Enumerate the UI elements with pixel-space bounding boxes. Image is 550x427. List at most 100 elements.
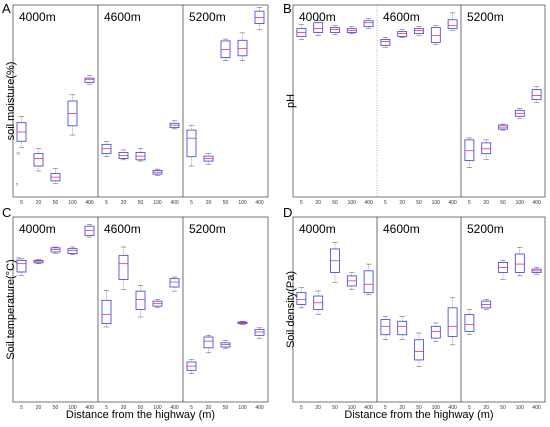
x-axis-label: Distance from the highway (m)	[66, 409, 215, 421]
box-iqr	[414, 339, 424, 361]
box-iqr	[313, 22, 324, 33]
group-label: 4600m	[383, 10, 420, 24]
box-iqr	[397, 31, 408, 37]
box-5200m-20	[203, 153, 214, 165]
group-label: 4000m	[19, 222, 56, 236]
box-4600m-100	[430, 322, 441, 342]
box-4600m-100	[430, 25, 441, 45]
box-iqr	[50, 247, 61, 253]
y-axis-label: Soil temperature(°C)	[5, 259, 17, 359]
box-4000m-50	[330, 25, 340, 35]
box-iqr	[514, 253, 525, 273]
box-4600m-20	[397, 315, 408, 341]
group-label: 5200m	[189, 222, 226, 236]
box-iqr	[330, 27, 340, 33]
x-tick-label: 100	[153, 405, 162, 411]
box-iqr	[118, 254, 129, 280]
x-tick-label: 50	[53, 200, 59, 206]
box-4600m-50	[414, 26, 424, 36]
x-tick-label: 20	[121, 405, 127, 411]
box-iqr	[101, 299, 112, 325]
box-4000m-100	[346, 26, 357, 34]
x-tick-label: 20	[399, 200, 405, 206]
x-tick-label: 20	[36, 405, 42, 411]
x-tick-label: 50	[416, 405, 422, 411]
x-tick-label: 400	[170, 405, 179, 411]
x-tick-label: 400	[448, 200, 457, 206]
box-iqr	[135, 290, 146, 310]
box-4600m-400	[169, 276, 180, 292]
x-tick-label: 100	[238, 405, 247, 411]
x-axis-label: Distance from the highway (m)	[344, 409, 493, 421]
x-tick-label: 5	[384, 405, 387, 411]
x-tick-label: 100	[238, 200, 247, 206]
box-5200m-400	[531, 86, 542, 103]
x-tick-label: 50	[223, 200, 229, 206]
x-tick-label: 100	[348, 200, 357, 206]
box-4000m-50	[330, 241, 340, 283]
x-tick-label: 5	[190, 200, 193, 206]
panel-letter: B	[283, 1, 292, 16]
x-tick-label: 5	[20, 405, 23, 411]
x-tick-label: 400	[532, 405, 541, 411]
panel-d: D Soil density(Pa) Distance from the highw…	[283, 205, 546, 421]
box-4000m-5	[296, 287, 307, 309]
x-tick-label: 400	[255, 200, 264, 206]
x-tick-label: 100	[516, 405, 525, 411]
group-label: 4600m	[104, 222, 141, 236]
box-4600m-100	[152, 299, 163, 309]
x-tick-label: 100	[432, 405, 441, 411]
box-4600m-400	[169, 120, 180, 130]
x-tick-label: 400	[364, 200, 373, 206]
x-tick-label: 50	[332, 200, 338, 206]
y-tick-label: 20	[16, 257, 20, 261]
box-4000m-400	[84, 75, 95, 85]
x-tick-label: 20	[36, 200, 42, 206]
box-iqr	[531, 89, 542, 100]
panel-c: C Soil temperature(°C) Distance from the h…	[2, 205, 269, 421]
box-5200m-5	[186, 359, 197, 374]
group-label: 5200m	[189, 10, 226, 24]
box-iqr	[84, 225, 95, 236]
box-iqr	[464, 139, 475, 161]
box-5200m-5	[464, 137, 475, 168]
box-4000m-5	[16, 258, 27, 276]
box-iqr	[380, 319, 391, 336]
box-iqr	[33, 259, 44, 264]
box-5200m-100	[514, 247, 525, 277]
x-tick-label: 20	[206, 200, 212, 206]
box-iqr	[84, 77, 95, 83]
y-tick-label: 5	[16, 183, 18, 187]
x-tick-label: 5	[468, 200, 471, 206]
x-tick-label: 20	[483, 200, 489, 206]
x-tick-label: 20	[399, 405, 405, 411]
x-tick-label: 100	[68, 200, 77, 206]
box-5200m-5	[464, 309, 475, 335]
box-4600m-20	[118, 149, 129, 161]
plot-frame	[12, 4, 269, 198]
x-tick-label: 400	[85, 405, 94, 411]
box-5200m-400	[254, 7, 265, 31]
x-tick-label: 100	[348, 405, 357, 411]
box-5200m-50	[498, 123, 508, 131]
box-4000m-20	[33, 259, 44, 264]
x-tick-label: 5	[190, 405, 193, 411]
box-4000m-400	[363, 263, 374, 295]
x-tick-label: 400	[364, 405, 373, 411]
box-4000m-20	[313, 20, 324, 36]
box-iqr	[186, 129, 197, 158]
box-4000m-100	[67, 94, 78, 136]
x-tick-label: 100	[432, 200, 441, 206]
group-label: 4000m	[19, 10, 56, 24]
x-tick-label: 20	[315, 200, 321, 206]
box-5200m-50	[220, 340, 231, 349]
box-5200m-400	[531, 267, 542, 275]
box-4000m-50	[50, 168, 61, 184]
y-axis-label: pH	[285, 94, 297, 108]
panel-letter: C	[2, 205, 11, 220]
box-5200m-100	[237, 320, 248, 325]
y-axis-label: Soil density(Pa)	[285, 271, 297, 348]
y-axis-label: soil moisture(%)	[5, 62, 17, 141]
box-iqr	[481, 142, 492, 155]
